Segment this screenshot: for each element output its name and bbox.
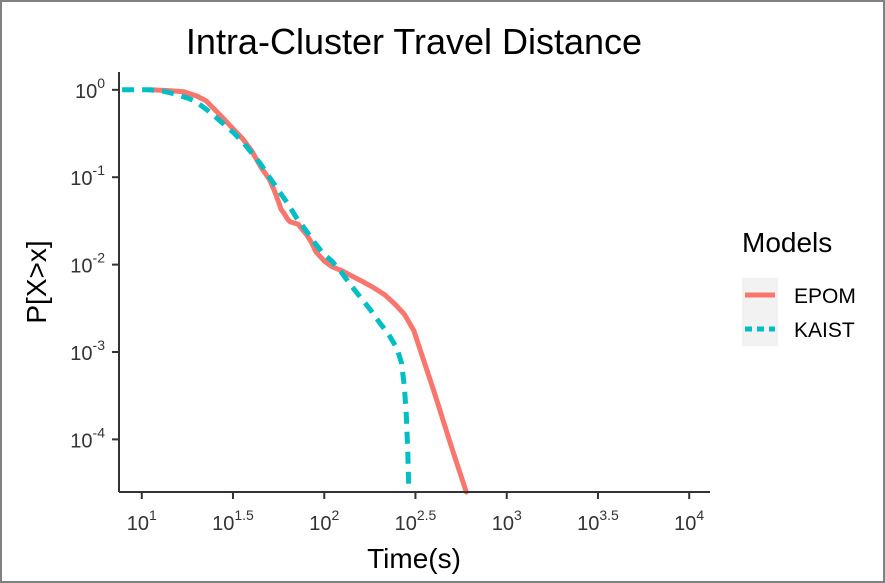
y-tick-label: 10-3 [70,337,105,365]
series-line-epom [148,87,469,495]
legend-title: Models [742,227,832,258]
x-axis-title: Time(s) [367,543,461,574]
chart-title: Intra-Cluster Travel Distance [186,21,642,62]
y-tick-label: 10-4 [70,424,105,452]
legend: Models EPOM KAIST [742,227,856,346]
legend-label-kaist: KAIST [794,319,855,342]
x-ticks: 101 101.5 102 102.5 103 103.5 104 [127,492,704,535]
x-tick-label: 101 [127,507,157,535]
y-tick-label: 10-2 [70,250,105,278]
x-tick-label: 102.5 [395,507,437,535]
series-layer [122,87,469,495]
x-tick-label: 101.5 [212,507,254,535]
x-tick-label: 104 [674,507,704,535]
x-tick-label: 102 [309,507,339,535]
y-tick-label: 100 [75,75,105,103]
legend-label-epom: EPOM [794,285,856,308]
y-tick-label: 10-1 [70,162,105,190]
x-tick-label: 103.5 [577,507,619,535]
series-line-kaist [122,87,412,493]
x-tick-label: 103 [492,507,522,535]
legend-items: EPOM KAIST [742,278,856,346]
y-axis-title: P[X>x] [21,240,52,323]
y-ticks: 100 10-1 10-2 10-3 10-4 [70,75,119,452]
